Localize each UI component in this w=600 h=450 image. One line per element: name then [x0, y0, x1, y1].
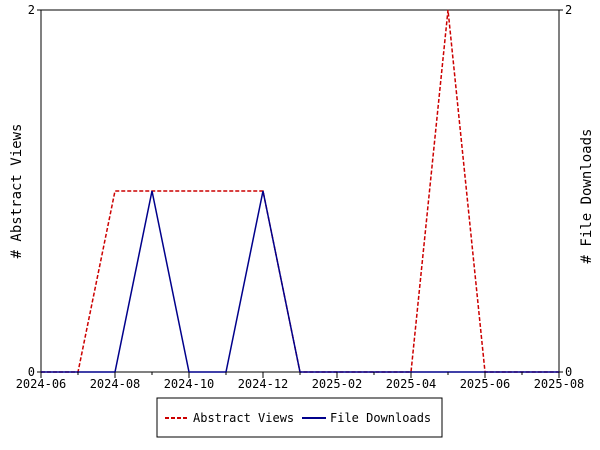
x-tick-label: 2025-06: [460, 377, 511, 391]
legend-label-file-downloads: File Downloads: [330, 411, 431, 425]
x-tick-label: 2025-02: [312, 377, 363, 391]
y-axis-label-left: # Abstract Views: [9, 124, 25, 259]
legend-label-abstract-views: Abstract Views: [193, 411, 294, 425]
x-tick-label: 2024-10: [164, 377, 215, 391]
axes-layer: 2024-06 2024-08 2024-10 2024-12 2025-02 2025-…: [16, 3, 585, 391]
x-tick-label: 2025-08: [534, 377, 585, 391]
y-tick-label-left: 0: [28, 365, 35, 379]
x-tick-label: 2025-04: [386, 377, 437, 391]
x-tick-label: 2024-12: [238, 377, 289, 391]
y-tick-label-right: 2: [565, 3, 572, 17]
legend-box: [156, 397, 443, 438]
y-tick-label-left: 2: [28, 3, 35, 17]
x-tick-label: 2024-06: [16, 377, 67, 391]
y-tick-label-right: 0: [565, 365, 572, 379]
legend: Abstract Views File Downloads: [156, 397, 443, 438]
y-axis-label-right: # File Downloads: [579, 129, 595, 264]
x-tick-label: 2024-08: [90, 377, 141, 391]
